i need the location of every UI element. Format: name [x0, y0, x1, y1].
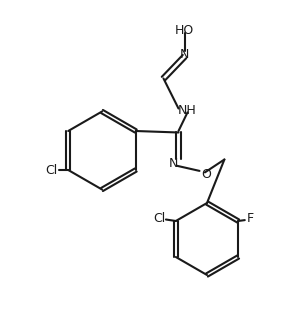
Text: Cl: Cl — [46, 164, 58, 176]
Text: N: N — [169, 157, 178, 170]
Text: O: O — [202, 168, 211, 181]
Text: N: N — [180, 48, 189, 61]
Text: HO: HO — [175, 24, 194, 37]
Text: Cl: Cl — [153, 212, 165, 224]
Text: NH: NH — [178, 104, 197, 117]
Text: F: F — [247, 212, 254, 224]
